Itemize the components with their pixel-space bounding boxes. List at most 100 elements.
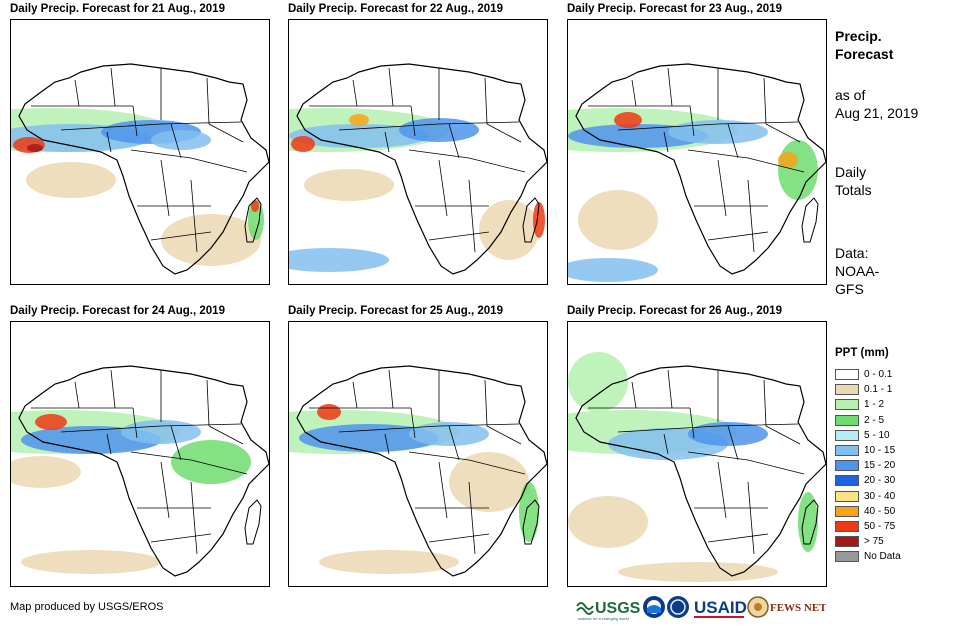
legend-label: 2 - 5 — [864, 414, 885, 426]
legend-label: 10 - 15 — [864, 444, 896, 456]
country-border — [352, 381, 358, 409]
country-border — [206, 379, 210, 427]
country-border — [208, 425, 244, 445]
country-border — [687, 451, 805, 475]
country-border — [717, 159, 727, 217]
legend-label: 15 - 20 — [864, 460, 896, 472]
legend-title: PPT (mm) — [835, 347, 889, 359]
madagascar-outline — [244, 499, 262, 545]
precip-map — [567, 321, 827, 587]
rainfall-area — [614, 112, 642, 128]
rainfall-area — [349, 114, 369, 126]
country-border — [707, 231, 769, 241]
country-border — [190, 481, 198, 555]
country-border — [160, 461, 170, 519]
country-border — [60, 423, 242, 433]
forecast-panel: Daily Precip. Forecast for 23 Aug., 2019 — [567, 3, 829, 285]
legend-swatch — [835, 384, 859, 396]
rainfall-area — [21, 550, 161, 574]
rainfall-area — [578, 190, 658, 250]
rainfall-area — [35, 414, 67, 430]
country-border — [747, 179, 755, 253]
legend-swatch — [835, 520, 859, 532]
rainfall-area — [11, 456, 81, 488]
rainfall-area — [399, 118, 479, 142]
svg-text:science for a changing world: science for a changing world — [578, 616, 629, 621]
legend-swatch — [835, 460, 859, 472]
country-border — [410, 105, 416, 137]
usgs-logo: USGS science for a changing world — [576, 600, 641, 621]
country-border — [689, 407, 695, 439]
country-border — [338, 423, 520, 433]
legend-swatch — [835, 399, 859, 411]
africa-outline — [296, 63, 547, 275]
rainfall-area — [409, 422, 489, 446]
rainfall-area — [479, 200, 539, 260]
rainfall-area — [519, 482, 539, 542]
africa-outline — [18, 365, 269, 577]
country-border — [160, 159, 170, 217]
madagascar-outline — [244, 197, 262, 243]
madagascar-outline — [801, 197, 819, 243]
africa-outline — [575, 63, 826, 275]
country-border — [170, 425, 182, 461]
country-border — [663, 131, 669, 153]
forecast-panel: Daily Precip. Forecast for 22 Aug., 2019 — [288, 3, 550, 285]
country-border — [747, 481, 755, 555]
legend-label: > 75 — [864, 536, 884, 548]
legend-label: 50 - 75 — [864, 520, 896, 532]
side-title: Precip. Forecast — [835, 28, 894, 62]
country-border — [484, 379, 488, 427]
country-border — [486, 425, 522, 445]
country-border — [410, 407, 416, 439]
panel-title: Daily Precip. Forecast for 23 Aug., 2019 — [567, 3, 782, 15]
legend-label: No Data — [864, 551, 901, 563]
panel-title: Daily Precip. Forecast for 24 Aug., 2019 — [10, 305, 225, 317]
country-border — [106, 131, 112, 153]
rainfall-area — [778, 140, 818, 200]
legend-swatch — [835, 536, 859, 548]
country-border — [190, 179, 198, 253]
precip-map — [10, 19, 270, 285]
noaa-logo — [643, 596, 665, 618]
rainfall-area — [26, 162, 116, 198]
africa-outline — [575, 365, 826, 577]
country-border — [438, 461, 448, 519]
legend-swatch — [835, 444, 859, 456]
country-border — [130, 451, 248, 475]
country-border — [687, 149, 805, 173]
rainfall-area — [289, 248, 389, 272]
rainfall-area — [568, 496, 648, 548]
rainfall-area — [251, 200, 259, 212]
country-border — [388, 369, 394, 409]
country-border — [150, 231, 212, 241]
forecast-panel: Daily Precip. Forecast for 24 Aug., 2019 — [10, 305, 272, 587]
forecast-panel: Daily Precip. Forecast for 25 Aug., 2019 — [288, 305, 550, 587]
country-border — [717, 461, 727, 519]
country-border — [438, 159, 448, 217]
country-border — [727, 123, 739, 159]
rainfall-area — [161, 214, 261, 266]
rainfall-area — [27, 144, 43, 152]
fews-net-logo: FEWS NET — [747, 596, 826, 618]
rainfall-area — [121, 420, 201, 444]
country-border — [448, 425, 460, 461]
rainfall-area — [778, 152, 798, 168]
country-border — [170, 123, 182, 159]
country-border — [130, 149, 248, 173]
usaid-logo: USAID — [694, 598, 747, 618]
country-border — [486, 123, 522, 143]
svg-text:USAID: USAID — [694, 598, 747, 617]
country-border — [60, 121, 242, 131]
rainfall-area — [304, 169, 394, 201]
madagascar-outline — [801, 499, 819, 545]
legend-swatch — [835, 414, 859, 426]
nasa-logo — [667, 596, 689, 618]
panel-title: Daily Precip. Forecast for 25 Aug., 2019 — [288, 305, 503, 317]
daily-totals-label: Daily Totals — [835, 164, 872, 198]
country-border — [484, 77, 488, 125]
precip-map — [10, 321, 270, 587]
legend-swatch — [835, 551, 859, 563]
legend-swatch — [835, 429, 859, 441]
country-border — [667, 67, 673, 107]
